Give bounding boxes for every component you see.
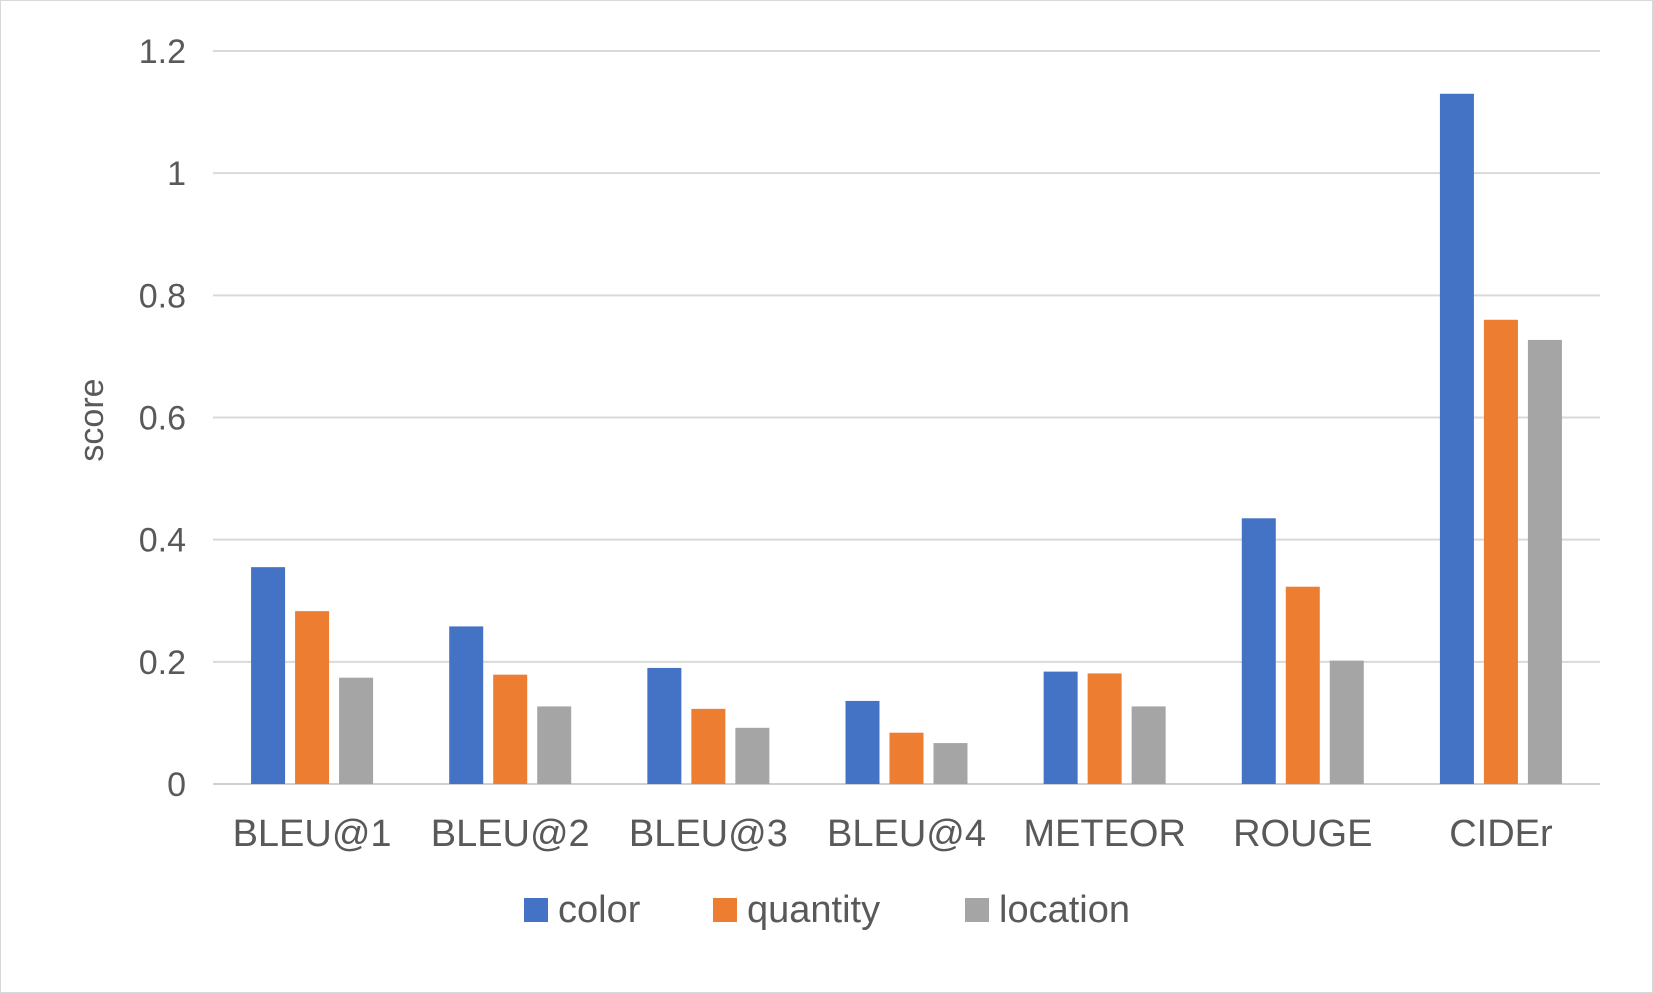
y-axis-ticks: 0 0.2 0.4 0.6 0.8 1 1.2 [139, 33, 186, 804]
bar-location-bleu@4 [933, 743, 968, 784]
bar-quantity-bleu@3 [691, 708, 726, 784]
x-tick-label: METEOR [1023, 813, 1186, 855]
bar-color-bleu@1 [251, 567, 286, 784]
x-tick-label: BLEU@1 [233, 813, 392, 855]
legend-swatch-location [965, 898, 989, 922]
y-tick-label: 1.2 [139, 33, 186, 71]
x-tick-label: BLEU@2 [431, 813, 590, 855]
bar-quantity-meteor [1087, 673, 1122, 784]
y-tick-label: 0.8 [139, 277, 186, 315]
y-tick-label: 0.6 [139, 400, 186, 438]
bar-quantity-bleu@1 [295, 611, 330, 784]
y-axis-label: score [73, 378, 111, 461]
legend: color quantity location [524, 889, 1130, 931]
x-tick-label: ROUGE [1233, 813, 1372, 855]
bar-quantity-bleu@4 [889, 732, 924, 784]
y-tick-label: 1 [167, 155, 186, 193]
bar-location-cider [1527, 339, 1562, 784]
bar-quantity-cider [1483, 319, 1518, 784]
legend-swatch-color [524, 898, 548, 922]
bar-color-bleu@2 [449, 626, 484, 784]
bar-location-bleu@1 [339, 677, 374, 784]
bar-quantity-rouge [1285, 586, 1320, 784]
legend-swatch-quantity [713, 898, 737, 922]
x-tick-label: BLEU@4 [827, 813, 986, 855]
bar-color-cider [1439, 93, 1474, 785]
legend-label-quantity: quantity [747, 889, 880, 931]
bar-color-bleu@4 [845, 700, 880, 784]
bar-color-bleu@3 [647, 667, 682, 784]
x-axis-ticks: BLEU@1 BLEU@2 BLEU@3 BLEU@4 METEOR ROUGE CIDEr [233, 813, 1553, 855]
legend-label-location: location [999, 889, 1130, 931]
bar-location-bleu@2 [537, 706, 572, 784]
bar-location-meteor [1131, 706, 1166, 784]
x-tick-label: CIDEr [1449, 813, 1553, 855]
y-tick-label: 0.4 [139, 522, 186, 560]
bar-color-rouge [1241, 518, 1276, 784]
legend-label-color: color [558, 889, 641, 931]
bars [251, 93, 1562, 785]
bar-quantity-bleu@2 [493, 674, 528, 784]
bar-color-meteor [1043, 671, 1078, 784]
gridlines [213, 50, 1600, 785]
y-tick-label: 0 [167, 766, 186, 804]
y-tick-label: 0.2 [139, 644, 186, 682]
bar-location-rouge [1329, 660, 1364, 784]
x-tick-label: BLEU@3 [629, 813, 788, 855]
bar-location-bleu@3 [735, 727, 770, 784]
